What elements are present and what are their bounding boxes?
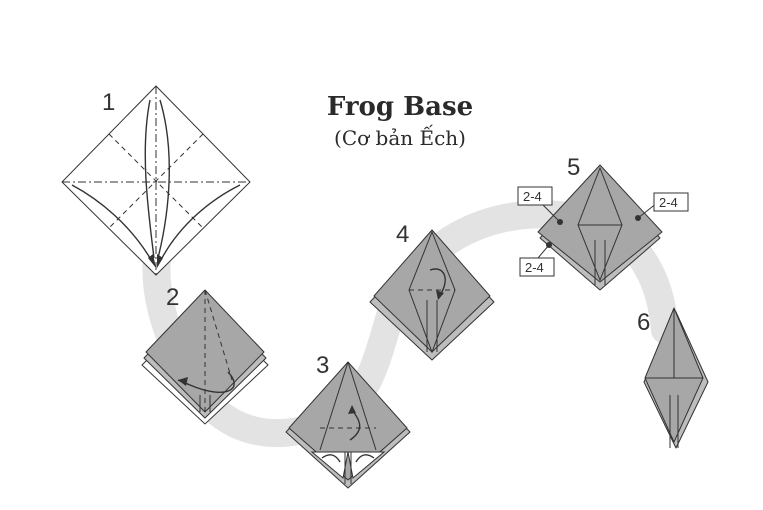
repeat-tag-2-text: 2-4 bbox=[659, 195, 678, 210]
step-4-diagram bbox=[369, 229, 495, 361]
diagram-subtitle: (Cơ bản Ếch) bbox=[334, 126, 466, 150]
repeat-tag-1: 2-4 bbox=[517, 186, 553, 206]
repeat-tag-3: 2-4 bbox=[519, 257, 555, 277]
step-1-number: 1 bbox=[102, 89, 115, 116]
step-6-number: 6 bbox=[637, 309, 650, 336]
step-3-diagram bbox=[285, 361, 411, 489]
step-6-diagram bbox=[643, 307, 709, 449]
repeat-tag-2: 2-4 bbox=[653, 192, 689, 212]
step-2-number: 2 bbox=[166, 284, 179, 311]
step-5-number: 5 bbox=[567, 154, 580, 181]
step-2-diagram bbox=[141, 289, 269, 425]
repeat-tag-3-text: 2-4 bbox=[525, 260, 544, 275]
step-1-diagram bbox=[61, 85, 251, 276]
repeat-tag-1-text: 2-4 bbox=[523, 189, 542, 204]
diagram-title: Frog Base bbox=[326, 92, 474, 122]
step-4-number: 4 bbox=[396, 221, 409, 248]
step-5-diagram bbox=[537, 164, 663, 291]
step-3-number: 3 bbox=[316, 352, 329, 379]
